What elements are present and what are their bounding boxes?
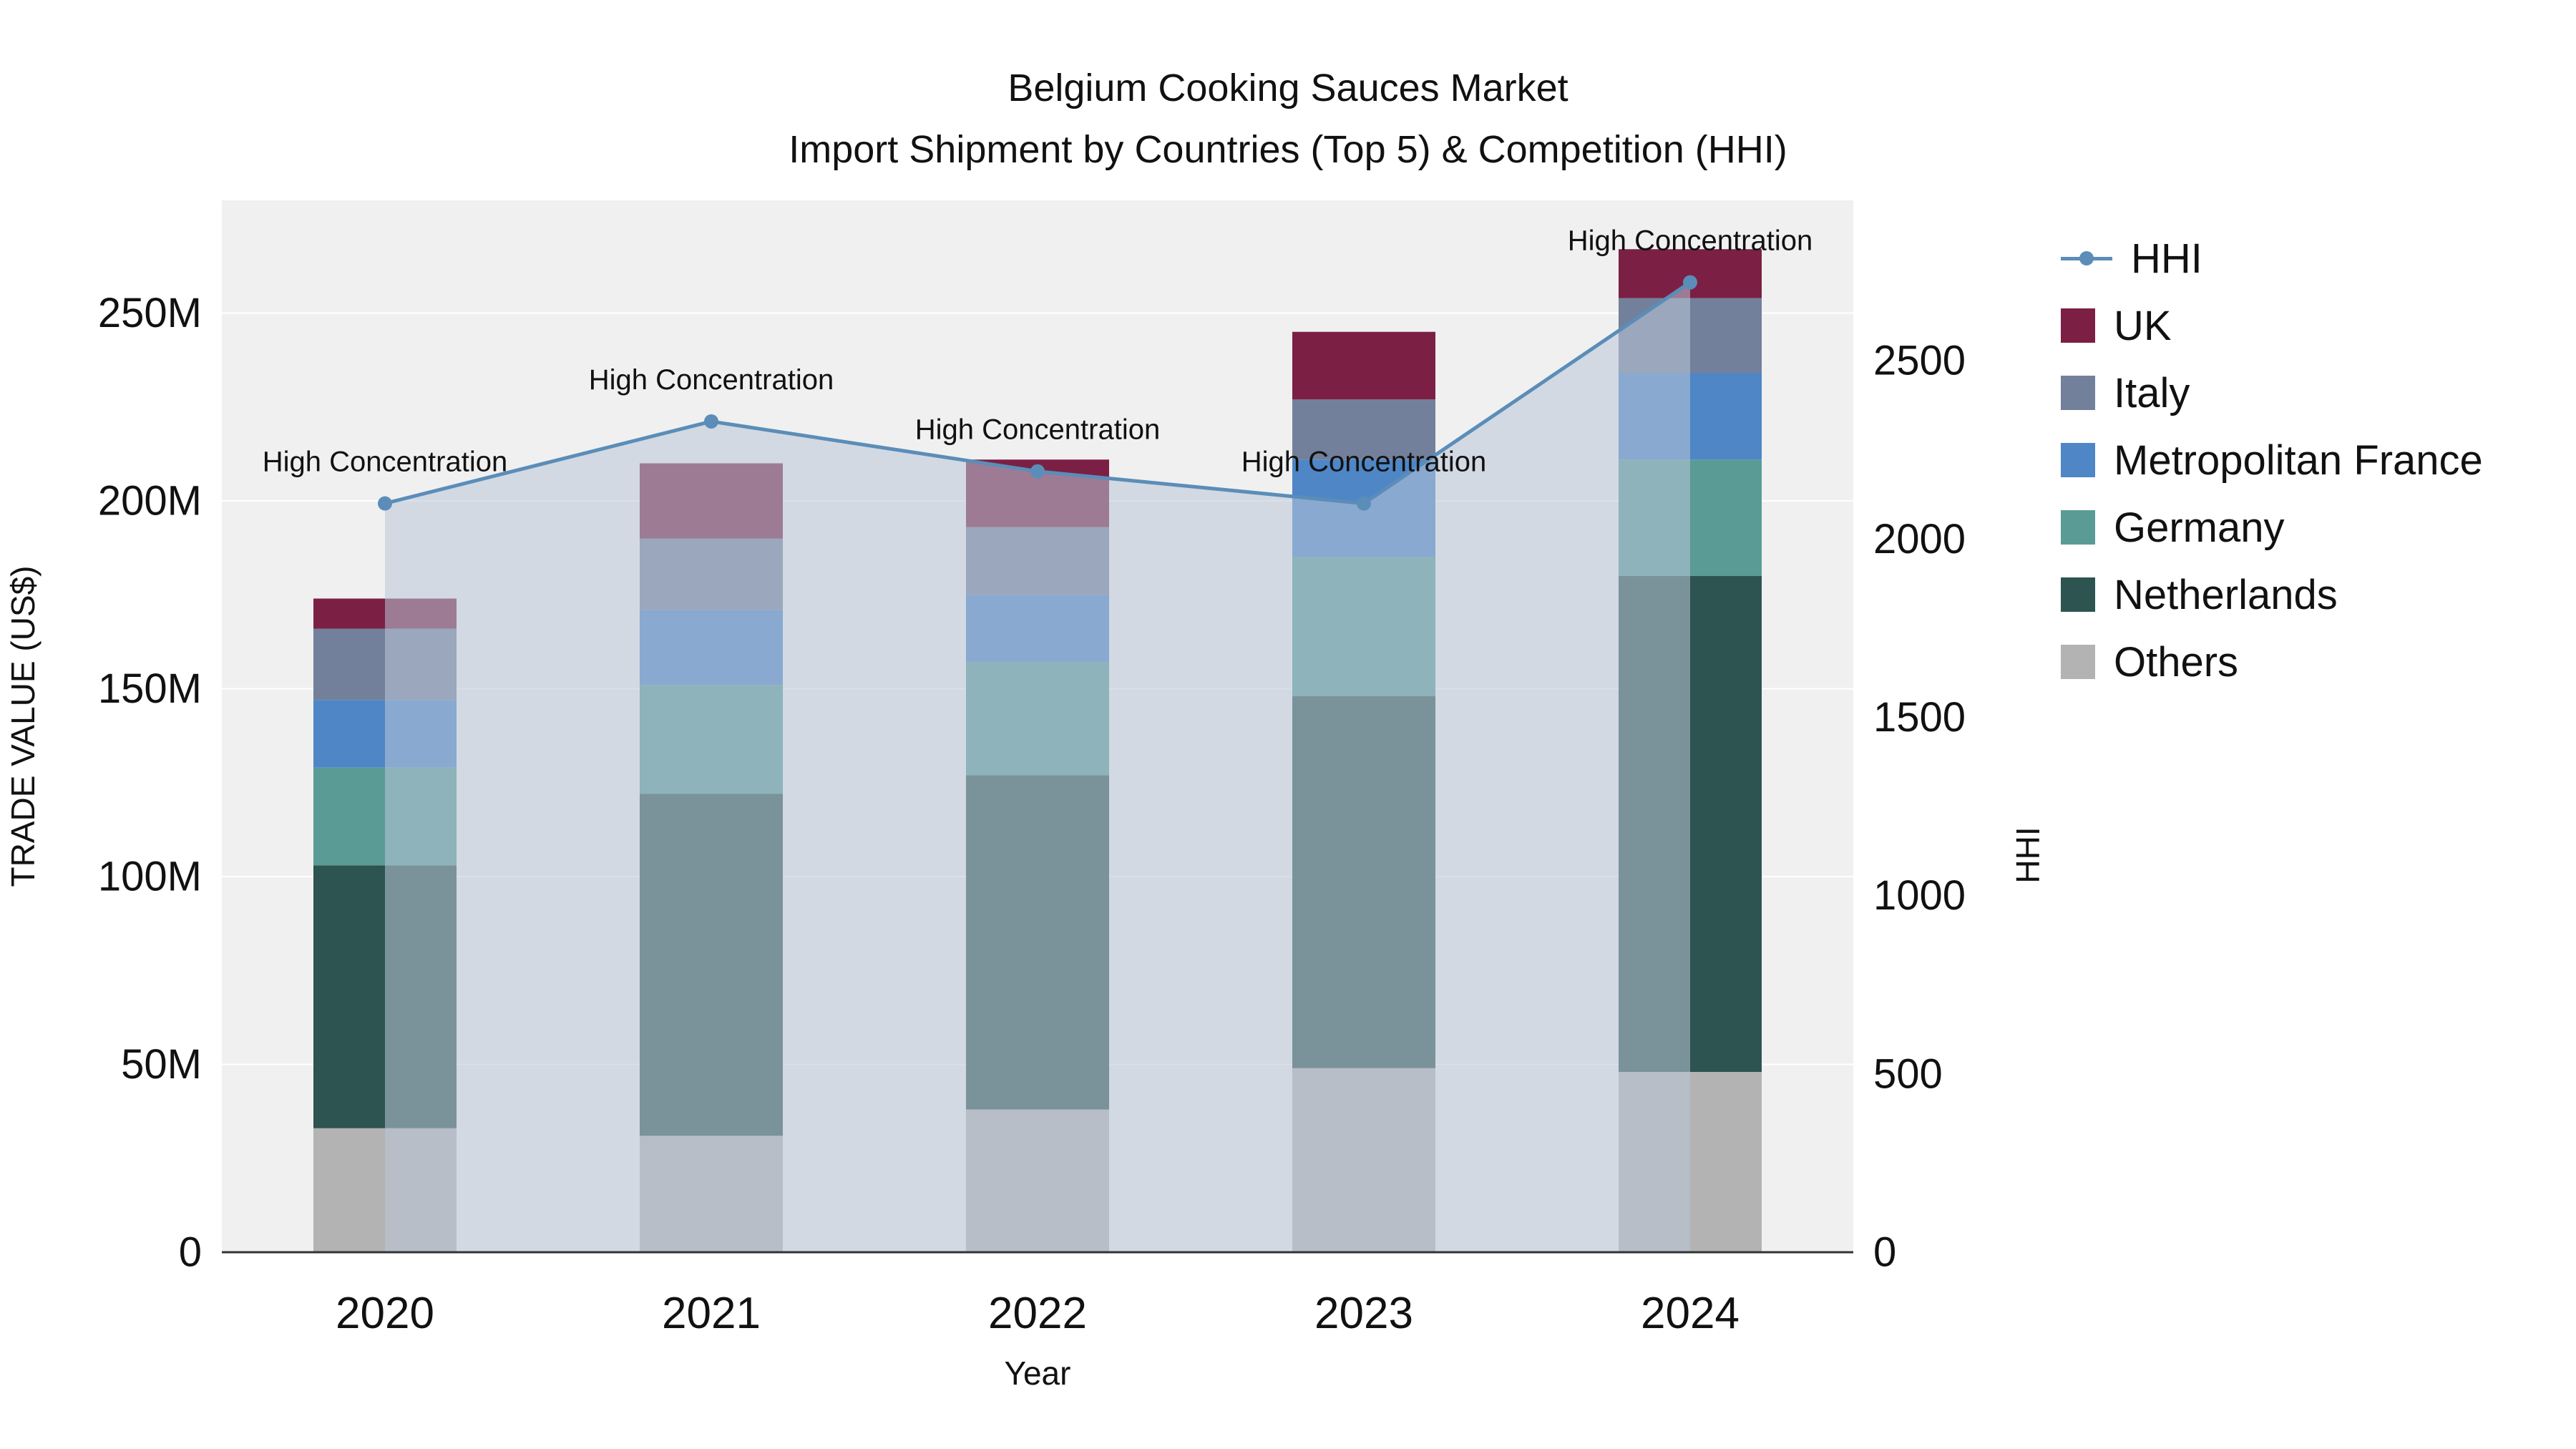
legend-item-uk[interactable]: UK: [2061, 302, 2483, 349]
right-axis-tick-label: 2500: [1873, 338, 1966, 384]
annotation-2022: High Concentration: [915, 414, 1160, 446]
legend-item-netherlands[interactable]: Netherlands: [2061, 571, 2483, 618]
hhi-marker-2020: [378, 496, 392, 511]
legend-swatch-icon: [2061, 443, 2095, 477]
chart-title-line-1: Belgium Cooking Sauces Market: [1008, 67, 1568, 109]
legend-label: Metropolitan France: [2114, 436, 2483, 484]
legend-swatch-icon: [2061, 376, 2095, 410]
hhi-marker-2023: [1357, 496, 1371, 511]
legend-label: Germany: [2114, 504, 2285, 551]
bar-segment-uk-2023: [1292, 331, 1435, 400]
legend-label: UK: [2114, 302, 2172, 349]
legend-line-swatch-icon: [2061, 241, 2112, 275]
legend-item-others[interactable]: Others: [2061, 638, 2483, 686]
legend-swatch-icon: [2061, 308, 2095, 343]
annotation-2024: High Concentration: [1568, 225, 1813, 257]
legend-label: Others: [2114, 638, 2239, 686]
left-axis-tick-label: 150M: [98, 665, 202, 712]
legend-item-metropolitan-france[interactable]: Metropolitan France: [2061, 436, 2483, 484]
right-axis-tick-label: 1500: [1873, 694, 1966, 741]
x-axis-tick-label-2023: 2023: [1314, 1289, 1413, 1338]
legend-swatch-icon: [2061, 510, 2095, 545]
annotation-2023: High Concentration: [1241, 447, 1486, 478]
x-axis-tick-label-2021: 2021: [662, 1289, 761, 1338]
right-axis-title: HHI: [2009, 826, 2046, 883]
right-axis-tick-label: 500: [1873, 1050, 1943, 1097]
legend-swatch-icon: [2061, 577, 2095, 612]
x-axis-tick-label-2024: 2024: [1641, 1289, 1740, 1338]
legend-label: Netherlands: [2114, 571, 2338, 618]
right-axis-tick-label: 2000: [1873, 516, 1966, 562]
left-axis-tick-label: 200M: [98, 478, 202, 525]
x-axis-title: Year: [1005, 1355, 1071, 1392]
legend-swatch-icon: [2061, 645, 2095, 679]
x-axis-tick-label-2020: 2020: [336, 1289, 434, 1338]
x-axis-tick-label-2022: 2022: [988, 1289, 1087, 1338]
left-axis-tick-label: 250M: [98, 290, 202, 336]
left-axis-tick-label: 100M: [98, 854, 202, 900]
left-axis-tick-label: 0: [179, 1229, 202, 1276]
left-axis-tick-label: 50M: [121, 1041, 202, 1088]
annotation-2020: High Concentration: [263, 447, 507, 478]
hhi-marker-2024: [1683, 275, 1697, 290]
legend-label: Italy: [2114, 369, 2190, 416]
hhi-area-fill: [385, 282, 1690, 1253]
legend-label: HHI: [2131, 235, 2202, 282]
legend-item-germany[interactable]: Germany: [2061, 504, 2483, 551]
hhi-marker-2021: [704, 414, 718, 429]
legend-item-hhi[interactable]: HHI: [2061, 235, 2483, 282]
hhi-marker-2022: [1030, 464, 1045, 479]
chart-title: Belgium Cooking Sauces Market Import Shi…: [0, 57, 2576, 180]
annotation-2021: High Concentration: [589, 364, 834, 396]
left-axis-title: TRADE VALUE (US$): [4, 565, 42, 887]
right-axis-tick-label: 1000: [1873, 872, 1966, 919]
right-axis-tick-label: 0: [1873, 1229, 1896, 1276]
legend-item-italy[interactable]: Italy: [2061, 369, 2483, 416]
chart-title-line-2: Import Shipment by Countries (Top 5) & C…: [789, 128, 1787, 171]
bar-segment-italy-2023: [1292, 399, 1435, 460]
chart-legend: HHI UK Italy Metropolitan France Germany Neth…: [2061, 235, 2483, 686]
